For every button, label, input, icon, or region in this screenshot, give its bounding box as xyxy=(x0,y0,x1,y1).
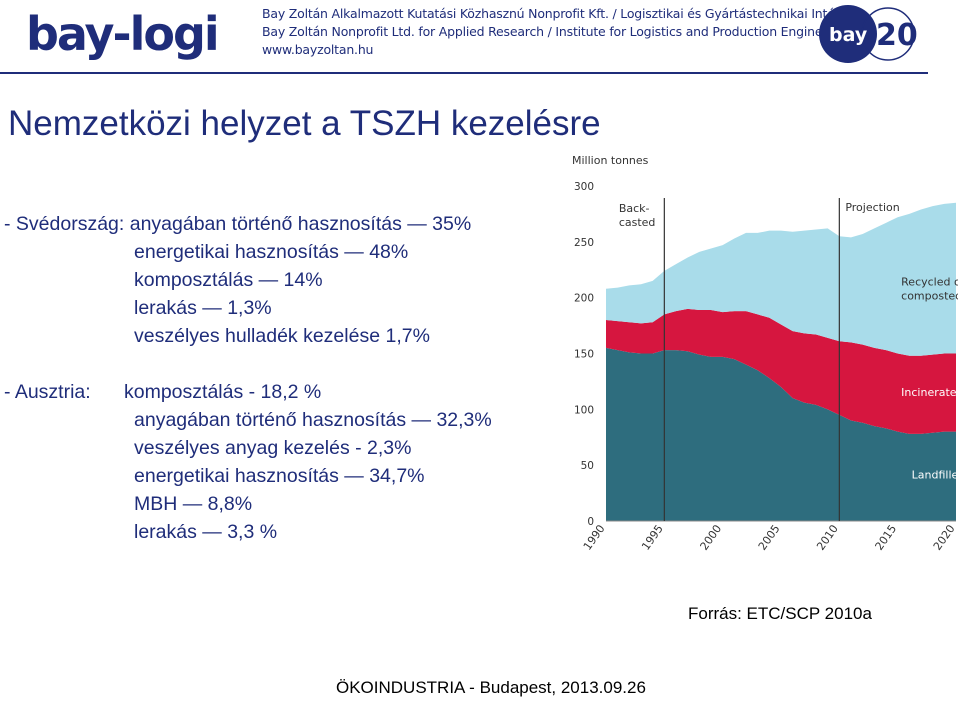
legend-landfilled: Landfilled xyxy=(912,469,958,482)
x-tick-label: 2005 xyxy=(756,522,783,552)
header-line-2: Bay Zoltán Nonprofit Ltd. for Applied Re… xyxy=(262,24,854,39)
x-tick-label: 2010 xyxy=(814,522,841,552)
y-tick-label: 200 xyxy=(574,293,594,305)
sweden-line-2: komposztálás — 14% xyxy=(134,269,323,291)
annotation-projection: Projection xyxy=(845,201,899,214)
badge-circle xyxy=(819,5,877,63)
x-tick-label: 2015 xyxy=(873,522,900,552)
austria-line-2: veszélyes anyag kezelés - 2,3% xyxy=(134,437,412,459)
annotation-backcasted: casted xyxy=(619,216,656,229)
bay20-badge: bay 20 xyxy=(819,5,918,63)
area-recycled-or-composted xyxy=(606,202,956,356)
austria-line-5: lerakás — 3,3 % xyxy=(134,521,278,543)
bay-logi-logo: bay-logi xyxy=(26,8,220,60)
legend-recycled: Recycled or xyxy=(901,276,958,289)
legend-incinerated: Incinerated xyxy=(901,386,958,399)
austria-line-0: komposztálás - 18,2 % xyxy=(124,381,322,403)
legend-recycled-2: composted xyxy=(901,290,958,303)
y-tick-label: 300 xyxy=(574,181,594,193)
austria-line-3: energetikai hasznosítás — 34,7% xyxy=(134,465,425,487)
badge-ring xyxy=(861,7,915,61)
logo-text: bay-logi xyxy=(26,8,218,60)
austria-line-4: MBH — 8,8% xyxy=(134,493,253,515)
area-landfilled xyxy=(606,347,956,521)
header-line-1: Bay Zoltán Alkalmazott Kutatási Közhaszn… xyxy=(262,6,854,21)
header-website: www.bayzoltan.hu xyxy=(262,42,374,57)
austria-label: - Ausztria: xyxy=(4,381,91,403)
x-tick-label: 1995 xyxy=(639,522,666,552)
source-citation: Forrás: ETC/SCP 2010a xyxy=(688,604,872,623)
sweden-line-1: energetikai hasznosítás — 48% xyxy=(134,241,409,263)
x-tick-label: 2020 xyxy=(931,522,958,552)
y-axis-label: Million tonnes xyxy=(572,154,649,167)
badge-number: 20 xyxy=(876,18,918,53)
y-tick-label: 100 xyxy=(574,404,594,416)
sweden-line-0: - Svédország: anyagában történő hasznosí… xyxy=(4,213,472,235)
header-rule xyxy=(0,72,928,74)
y-tick-label: 250 xyxy=(574,237,594,249)
austria-line-1: anyagában történő hasznosítás — 32,3% xyxy=(134,409,492,431)
y-tick-label: 150 xyxy=(574,349,594,361)
y-tick-label: 50 xyxy=(581,460,594,472)
sweden-line-4: veszélyes hulladék kezelése 1,7% xyxy=(134,325,430,347)
badge-bay-text: bay xyxy=(829,24,868,46)
y-tick-label: 0 xyxy=(587,516,594,528)
footer-event: ÖKOINDUSTRIA - Budapest, 2013.09.26 xyxy=(336,678,646,697)
annotation-backcasted: Back- xyxy=(619,202,650,215)
x-tick-label: 1990 xyxy=(581,522,608,552)
area-incinerated xyxy=(606,308,956,434)
sweden-line-3: lerakás — 1,3% xyxy=(134,297,272,319)
waste-treatment-chart: 0 50 100 150 200 250 300 Million tonnes 1990 1995… xyxy=(572,154,958,553)
page-title: Nemzetközi helyzet a TSZH kezelésre xyxy=(8,104,601,143)
x-tick-label: 2000 xyxy=(698,522,725,552)
